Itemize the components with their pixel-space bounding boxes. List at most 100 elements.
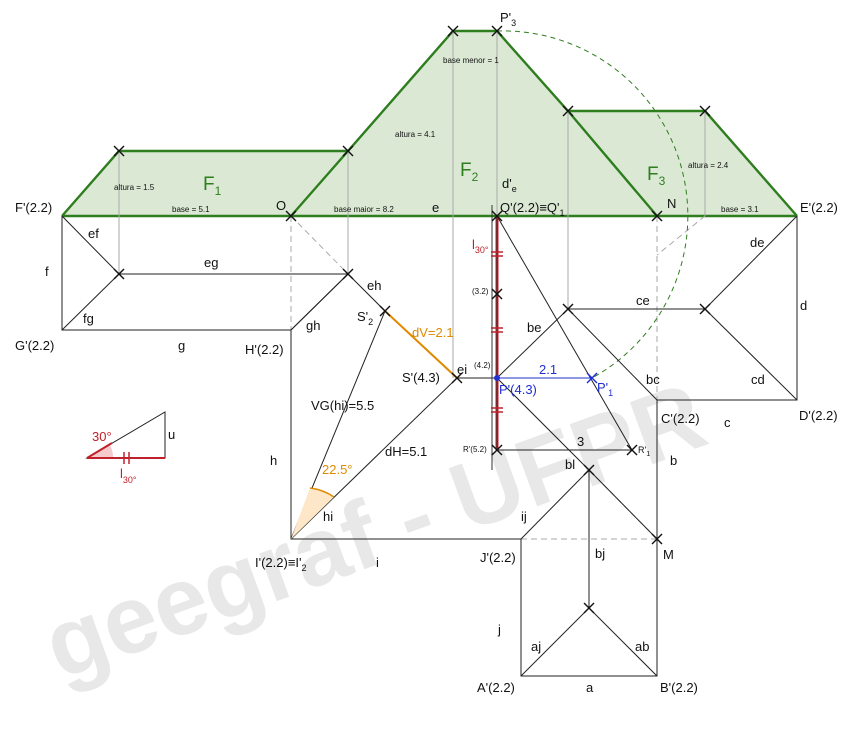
label-r1: R'1 bbox=[638, 445, 650, 458]
edge-label-ef: ef bbox=[88, 226, 99, 241]
edge-ab bbox=[588, 607, 658, 677]
triangle-u-ticks bbox=[123, 452, 130, 464]
edge-label-f: f bbox=[45, 264, 49, 279]
point-markers bbox=[113, 25, 711, 614]
edge-label-eg: eg bbox=[204, 255, 218, 270]
point-marker bbox=[451, 372, 463, 384]
face-f2-right bbox=[567, 110, 658, 217]
face-outline bbox=[61, 29, 798, 217]
label-e-prime: E'(2.2) bbox=[800, 200, 838, 215]
label-de: d'e bbox=[502, 176, 517, 194]
label-dh: dH=5.1 bbox=[385, 444, 427, 459]
point-marker bbox=[586, 372, 598, 384]
point-marker bbox=[651, 210, 663, 222]
face-f2 bbox=[291, 31, 657, 216]
edge-eh-s bbox=[290, 273, 349, 331]
plan-h-i bbox=[290, 216, 798, 677]
point-marker bbox=[491, 444, 503, 456]
label-angle-hi: 22.5° bbox=[322, 462, 353, 477]
label-tick-32: (3.2) bbox=[472, 287, 489, 296]
edge-label-ei: ei bbox=[457, 362, 467, 377]
label-base-menor: base menor = 1 bbox=[443, 56, 499, 65]
label-dist-blue: 2.1 bbox=[539, 362, 557, 377]
edge-s2 bbox=[347, 273, 386, 312]
point-marker bbox=[699, 303, 711, 315]
label-n: N bbox=[667, 196, 676, 211]
label-altura-f2: altura = 4.1 bbox=[395, 130, 436, 139]
label-p3: P'3 bbox=[500, 10, 516, 28]
label-p-prime: P'(4.3) bbox=[499, 382, 537, 397]
edge-label-d: d bbox=[800, 298, 807, 313]
edge-label-i: i bbox=[376, 555, 379, 570]
point-marker bbox=[491, 210, 503, 222]
edge-label-hi: hi bbox=[323, 509, 333, 524]
edge-q-r1 bbox=[496, 215, 633, 451]
label-h-prime: H'(2.2) bbox=[245, 342, 284, 357]
label-s-prime: S'(4.3) bbox=[402, 370, 440, 385]
label-dist-three: 3 bbox=[577, 434, 584, 449]
label-g-prime: G'(2.2) bbox=[15, 338, 54, 353]
axis-ticks bbox=[491, 251, 503, 413]
edge-label-b: b bbox=[670, 453, 677, 468]
plan-outline-left bbox=[61, 215, 350, 331]
point-marker bbox=[651, 533, 663, 545]
point-p-prime bbox=[494, 375, 500, 381]
face-label-f2: F2 bbox=[460, 160, 479, 184]
edge-label-be: be bbox=[527, 320, 541, 335]
label-r-prime: R'(5.2) bbox=[463, 445, 487, 454]
edge-bc bbox=[567, 308, 658, 401]
label-f-prime: F'(2.2) bbox=[15, 200, 52, 215]
label-angle-u: 30° bbox=[92, 429, 112, 444]
edge-label-bc: bc bbox=[646, 372, 660, 387]
point-marker bbox=[626, 444, 638, 456]
edge-label-e: e bbox=[432, 200, 439, 215]
edge-aj bbox=[520, 607, 590, 677]
edge-ij bbox=[520, 469, 590, 540]
edge-be bbox=[496, 308, 569, 379]
point-marker bbox=[491, 25, 503, 37]
point-marker bbox=[447, 25, 459, 37]
label-m: M bbox=[663, 547, 674, 562]
label-d-prime: D'(2.2) bbox=[799, 408, 838, 423]
edge-label-fg: fg bbox=[83, 311, 94, 326]
label-base-f1: base = 5.1 bbox=[172, 205, 210, 214]
point-marker bbox=[342, 145, 354, 157]
dash-o-eh bbox=[290, 215, 349, 275]
edge-label-bl: bl bbox=[565, 457, 575, 472]
label-tick-42: (4.2) bbox=[474, 361, 491, 370]
edge-label-h: h bbox=[270, 453, 277, 468]
dash-n-ce bbox=[656, 215, 706, 256]
label-s2: S'2 bbox=[357, 309, 373, 327]
point-marker bbox=[562, 303, 574, 315]
label-b-prime: B'(2.2) bbox=[660, 680, 698, 695]
face-f1 bbox=[62, 151, 348, 216]
point-marker bbox=[583, 602, 595, 614]
edge-de bbox=[704, 215, 798, 310]
edge-label-cd: cd bbox=[751, 372, 765, 387]
face-f3 bbox=[568, 111, 797, 216]
face-f2-left bbox=[290, 150, 349, 217]
label-base-maior: base maior = 8.2 bbox=[334, 205, 394, 214]
edge-bl bbox=[496, 377, 590, 471]
label-vg: VG(hi)=5.5 bbox=[311, 398, 374, 413]
point-marker bbox=[583, 464, 595, 476]
label-i-prime: I'(2.2)≡I'2 bbox=[255, 555, 307, 573]
label-c-prime: C'(2.2) bbox=[661, 411, 700, 426]
angle-arc-hi bbox=[309, 487, 335, 498]
face-label-f1: F1 bbox=[203, 174, 222, 198]
edge-fg bbox=[61, 273, 120, 331]
edge-label-c: c bbox=[724, 415, 731, 430]
point-marker bbox=[113, 268, 125, 280]
arc-p3 bbox=[496, 30, 689, 379]
dv-line bbox=[384, 310, 458, 379]
edge-label-ab: ab bbox=[635, 639, 649, 654]
label-l30: l30° bbox=[120, 466, 137, 485]
point-marker bbox=[285, 210, 297, 222]
label-l30-red: l30° bbox=[472, 237, 489, 255]
edge-bl-m bbox=[588, 469, 658, 540]
label-p1: P'1 bbox=[597, 380, 613, 398]
label-a-prime: A'(2.2) bbox=[477, 680, 515, 695]
label-altura-f3: altura = 2.4 bbox=[688, 161, 729, 170]
point-marker bbox=[491, 288, 503, 300]
